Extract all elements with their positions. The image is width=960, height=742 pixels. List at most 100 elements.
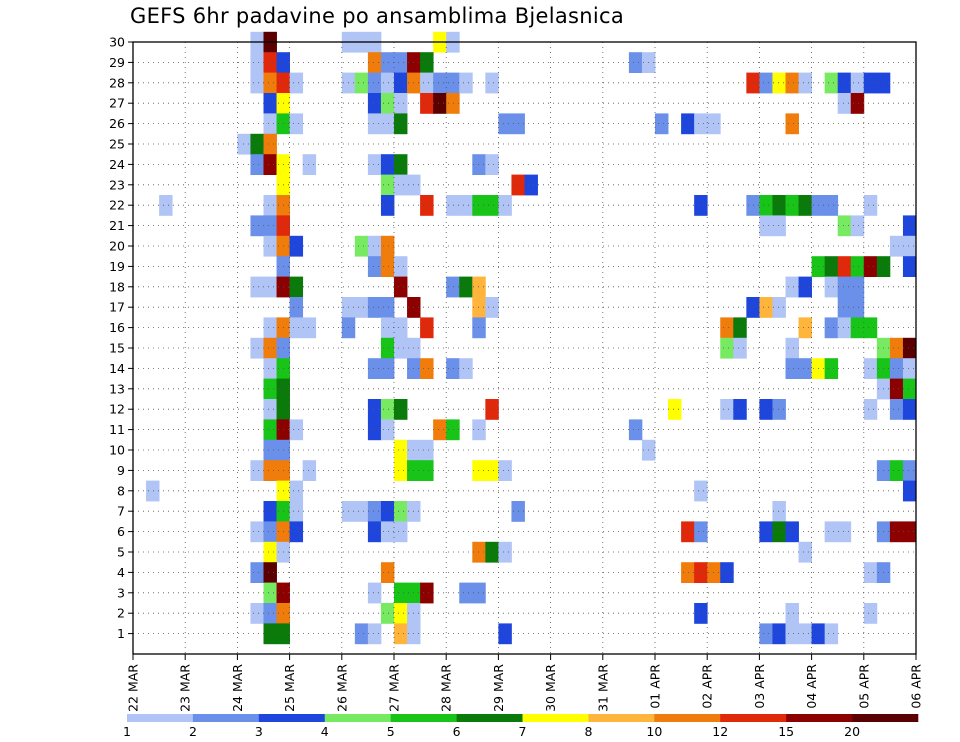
heatmap-cell <box>850 93 865 114</box>
heatmap-cell <box>420 460 434 481</box>
heatmap-cell <box>459 195 473 216</box>
heatmap-cell <box>394 256 408 277</box>
heatmap-cell <box>459 72 473 94</box>
heatmap-cell <box>902 480 917 502</box>
heatmap-cell <box>394 439 408 461</box>
heatmap-cell <box>524 174 538 196</box>
heatmap-cell <box>498 623 512 645</box>
heatmap-cell <box>798 623 812 645</box>
heatmap-cell <box>772 501 786 522</box>
heatmap-cell <box>394 276 408 298</box>
heatmap-cell <box>902 399 917 420</box>
heatmap-cell <box>302 317 317 339</box>
heatmap-cell <box>785 623 799 645</box>
heatmap-cell <box>837 297 852 318</box>
heatmap-cell <box>733 399 747 420</box>
y-tick-label: 8 <box>117 483 125 498</box>
heatmap-cell <box>498 541 512 563</box>
heatmap-cell <box>850 72 865 94</box>
heatmap-cell <box>850 297 865 318</box>
heatmap-cell <box>394 337 408 359</box>
heatmap-cell <box>394 72 408 94</box>
x-tick-label: 04 APR <box>804 664 819 709</box>
heatmap-cell <box>694 195 708 216</box>
heatmap-cell <box>772 215 786 237</box>
heatmap-cell <box>420 195 434 216</box>
heatmap-cell <box>694 480 708 502</box>
heatmap-cell <box>694 521 708 543</box>
heatmap-cell <box>367 256 382 277</box>
heatmap-cell <box>498 113 512 135</box>
heatmap-cell <box>824 623 839 645</box>
heatmap-cell <box>733 337 747 359</box>
heatmap-cell <box>250 154 264 175</box>
heatmap-cell <box>380 501 395 522</box>
heatmap-cell <box>380 297 395 318</box>
heatmap-cell <box>824 72 839 94</box>
heatmap-cell <box>263 501 277 522</box>
heatmap-cell <box>837 317 852 339</box>
y-tick-label: 3 <box>117 585 125 600</box>
heatmap-cell <box>263 460 277 481</box>
heatmap-cell <box>785 72 799 94</box>
y-tick-label: 5 <box>117 545 125 560</box>
y-tick-label: 20 <box>109 239 125 254</box>
heatmap-cell <box>850 317 865 339</box>
heatmap-cell <box>263 72 277 94</box>
heatmap-cell <box>302 154 317 175</box>
heatmap-cell <box>263 93 277 114</box>
heatmap-cell <box>250 337 264 359</box>
heatmap-cell <box>250 562 264 583</box>
heatmap-cell <box>837 276 852 298</box>
chart-title: GEFS 6hr padavine po ansamblima Bjelasni… <box>130 4 625 28</box>
heatmap-cell <box>863 72 878 94</box>
heatmap-cell <box>837 93 852 114</box>
heatmap-cell <box>459 358 473 379</box>
heatmap-cell <box>720 317 734 339</box>
heatmap-cell <box>485 72 499 94</box>
heatmap-cell <box>668 399 682 420</box>
heatmap-cell <box>420 358 434 379</box>
legend-swatch <box>786 714 853 722</box>
heatmap-cell <box>472 276 486 298</box>
legend-swatch <box>324 714 391 722</box>
heatmap-cell <box>263 317 277 339</box>
heatmap-cell <box>367 297 382 318</box>
heatmap-cell <box>694 562 708 583</box>
heatmap-cell <box>889 521 904 543</box>
heatmap-cell <box>433 72 447 94</box>
y-tick-label: 4 <box>117 565 125 580</box>
x-tick-label: 02 APR <box>700 664 715 709</box>
heatmap-cell <box>902 235 917 257</box>
heatmap-cell <box>472 582 486 604</box>
heatmap-cell <box>485 195 499 216</box>
y-tick-label: 13 <box>109 381 125 396</box>
x-tick-label: 24 MAR <box>230 664 245 712</box>
legend-swatch <box>654 714 721 722</box>
heatmap-cell <box>850 256 865 277</box>
heatmap-cell <box>485 541 499 563</box>
heatmap-cell <box>263 439 277 461</box>
y-tick-label: 12 <box>109 402 125 417</box>
heatmap-cell <box>798 195 812 216</box>
heatmap-cell <box>394 154 408 175</box>
heatmap-cell <box>889 358 904 379</box>
legend-label: 12 <box>712 724 728 739</box>
heatmap-cell <box>798 317 812 339</box>
heatmap-cell <box>394 460 408 481</box>
heatmap-cell <box>459 276 473 298</box>
heatmap-cell <box>250 215 264 237</box>
heatmap-cell <box>263 521 277 543</box>
heatmap-cell <box>250 521 264 543</box>
heatmap-cell <box>394 113 408 135</box>
x-tick-label: 05 APR <box>856 664 871 709</box>
heatmap-cell <box>380 337 395 359</box>
heatmap-cell <box>263 358 277 379</box>
heatmap-cell <box>420 582 434 604</box>
heatmap-cell <box>250 603 264 624</box>
heatmap-cell <box>289 419 304 441</box>
heatmap-cell <box>302 460 317 481</box>
heatmap-cell <box>759 215 773 237</box>
heatmap-cell <box>420 52 434 73</box>
heatmap-cell <box>446 276 460 298</box>
